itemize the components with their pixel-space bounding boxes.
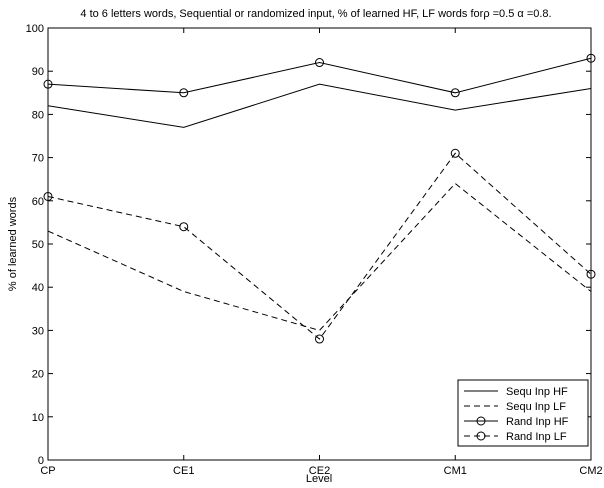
data-point: [450, 148, 460, 158]
x-tick-label: CE1: [173, 465, 194, 477]
legend-entry: Sequ Inp HF: [464, 386, 568, 398]
series-line: [47, 182, 592, 331]
series-0: [47, 83, 592, 128]
legend-label: Rand Inp HF: [506, 416, 569, 428]
data-point: [315, 58, 324, 68]
y-tick-label: 0: [38, 455, 44, 467]
data-point: [315, 334, 324, 344]
data-point: [586, 53, 596, 63]
data-point: [450, 88, 460, 98]
x-tick-label: CM2: [579, 465, 602, 477]
legend-entry: Rand Inp LF: [464, 431, 567, 443]
data-point: [43, 191, 53, 201]
y-tick-label: 60: [32, 196, 44, 208]
legend-entry: Rand Inp HF: [464, 416, 569, 428]
chart-title: 4 to 6 letters words, Sequential or rand…: [80, 8, 551, 20]
series-group: [43, 53, 596, 344]
y-tick-label: 70: [32, 153, 44, 165]
y-tick-label: 80: [32, 109, 44, 121]
series-3: [43, 148, 596, 344]
data-point: [179, 222, 189, 232]
x-tick-label: CE2: [309, 465, 330, 477]
data-point: [43, 79, 53, 89]
legend-label: Rand Inp LF: [506, 431, 567, 443]
y-tick-label: 40: [32, 282, 44, 294]
series-line: [47, 152, 592, 340]
y-tick-label: 10: [32, 412, 44, 424]
legend: Sequ Inp HF Sequ Inp LF Rand Inp HF Rand In…: [457, 379, 589, 447]
y-axis-title: % of learned words: [7, 196, 19, 291]
y-tick-label: 100: [26, 23, 44, 35]
legend-marker: [476, 416, 486, 426]
series-2: [43, 53, 596, 98]
y-axis: 0 10 20 30 40 50 60 70 80 90 100: [26, 23, 591, 467]
series-line: [47, 57, 592, 94]
x-axis: CP CE1 CE2 CM1 CM2: [40, 28, 603, 477]
x-axis-title: Level: [306, 473, 332, 485]
legend-marker: [476, 431, 486, 441]
y-tick-label: 90: [32, 66, 44, 78]
data-point: [179, 88, 189, 98]
y-tick-label: 50: [32, 239, 44, 251]
data-point: [586, 269, 596, 279]
x-tick-label: CM1: [444, 465, 467, 477]
legend-entry: Sequ Inp LF: [464, 401, 566, 413]
x-tick-label: CP: [40, 465, 55, 477]
y-tick-label: 20: [32, 369, 44, 381]
legend-label: Sequ Inp LF: [506, 401, 566, 413]
series-line: [47, 83, 592, 128]
legend-label: Sequ Inp HF: [506, 386, 568, 398]
series-1: [47, 182, 592, 331]
y-tick-label: 30: [32, 325, 44, 337]
